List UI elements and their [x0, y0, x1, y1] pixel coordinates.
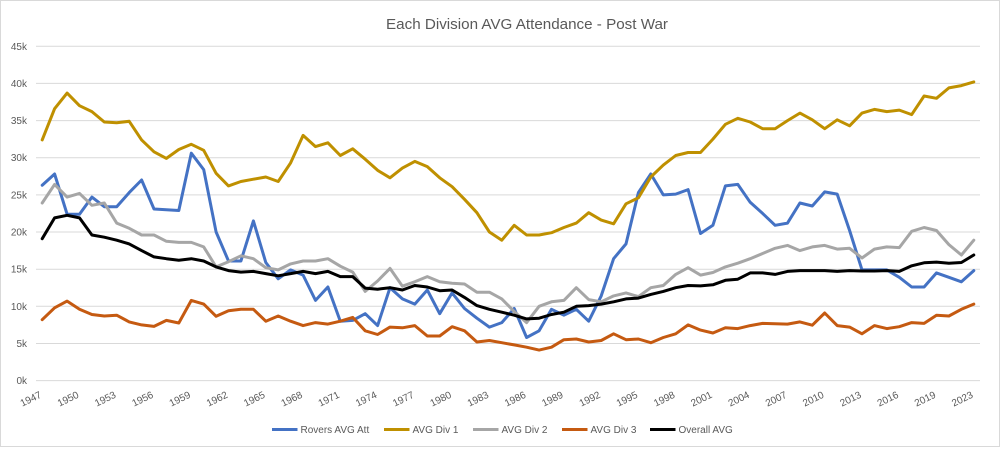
- svg-text:0k: 0k: [16, 376, 28, 387]
- svg-text:5k: 5k: [16, 339, 28, 350]
- svg-text:30k: 30k: [11, 153, 28, 164]
- svg-text:Rovers AVG Att: Rovers AVG Att: [301, 425, 370, 436]
- svg-text:15k: 15k: [11, 265, 28, 276]
- svg-text:35k: 35k: [11, 116, 28, 127]
- svg-text:Overall AVG: Overall AVG: [679, 425, 733, 436]
- svg-text:AVG Div 3: AVG Div 3: [591, 425, 637, 436]
- svg-text:25k: 25k: [11, 190, 28, 201]
- svg-text:AVG Div 2: AVG Div 2: [502, 425, 548, 436]
- svg-text:AVG Div 1: AVG Div 1: [413, 425, 459, 436]
- svg-text:Each Division AVG Attendance -: Each Division AVG Attendance - Post War: [386, 16, 668, 33]
- svg-text:10k: 10k: [11, 302, 28, 313]
- svg-text:40k: 40k: [11, 79, 28, 90]
- svg-text:20k: 20k: [11, 228, 28, 239]
- svg-text:45k: 45k: [11, 42, 28, 53]
